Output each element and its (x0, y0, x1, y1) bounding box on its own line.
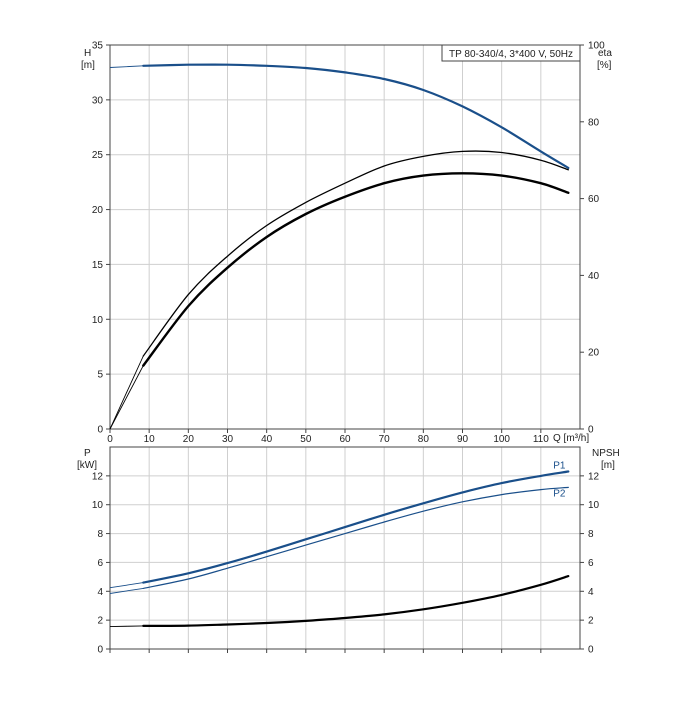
y-left-tick-label: 15 (92, 260, 104, 271)
series-p1-curve (142, 470, 570, 584)
series-eta_1-curve (142, 150, 569, 357)
top-gridlines (110, 45, 580, 429)
y-left-tick-label: 10 (92, 315, 104, 326)
y-left-tick-label: 35 (92, 41, 104, 52)
y-right-tick-label: 60 (588, 194, 600, 205)
y-left-tick-label: 30 (92, 95, 104, 106)
y-right-tick-label: 20 (588, 348, 600, 359)
x-axis-label: Q [m³/h] (553, 433, 589, 444)
y-right-tick-label: 40 (588, 271, 600, 282)
x-tick-label: 10 (144, 434, 156, 445)
x-tick-label: 0 (107, 434, 113, 445)
npsh-tick-label: 0 (588, 645, 594, 656)
top-axis-ticks: 0 10 20 30 40 50 60 70 80 90 100 110 0 5 10 15 20 25 30 35 0… (92, 41, 605, 446)
npsh-tick-label: 10 (588, 500, 600, 511)
y-right-unit: [%] (597, 60, 612, 71)
series-p2-extension (109, 587, 144, 594)
power-npsh-chart: 0 2 4 6 8 10 12 0 2 4 6 8 10 12 P1 P2 P [kW] NPSH [m] (77, 446, 620, 656)
npsh-axis-label: NPSH (592, 448, 620, 459)
p-axis-unit: [kW] (77, 460, 97, 471)
x-tick-label: 110 (533, 434, 549, 445)
npsh-axis-unit: [m] (601, 460, 615, 471)
top-series-group (109, 63, 570, 430)
x-tick-label: 100 (493, 434, 510, 445)
bottom-series-group: P1 P2 (109, 461, 570, 628)
series-label-p2: P2 (553, 488, 566, 499)
npsh-tick-label: 2 (588, 616, 594, 627)
p-tick-label: 6 (97, 558, 103, 569)
npsh-tick-label: 6 (588, 558, 594, 569)
series-h-curve (142, 63, 570, 169)
series-h-extension (109, 65, 144, 68)
x-tick-label: 70 (379, 434, 391, 445)
y-left-tick-label: 5 (97, 370, 103, 381)
bottom-gridlines (110, 447, 580, 649)
y-left-unit: [m] (81, 60, 95, 71)
series-npsh-extension (109, 625, 144, 628)
x-tick-label: 30 (222, 434, 234, 445)
chart-title: TP 80-340/4, 3*400 V, 50Hz (449, 49, 573, 60)
series-p1-extension (109, 582, 144, 589)
head-efficiency-chart: 0 10 20 30 40 50 60 70 80 90 100 110 0 5 10 15 20 25 30 35 0… (81, 41, 612, 446)
y-left-label: H (84, 48, 91, 59)
y-left-tick-label: 20 (92, 205, 104, 216)
series-eta_2-extension (109, 365, 144, 430)
y-right-label: eta (598, 48, 612, 59)
npsh-tick-label: 4 (588, 587, 594, 598)
p-tick-label: 10 (92, 500, 104, 511)
y-left-tick-label: 0 (97, 425, 103, 436)
y-left-tick-label: 25 (92, 150, 104, 161)
title-box (441, 44, 581, 62)
y-right-tick-label: 100 (588, 41, 605, 52)
y-right-tick-label: 0 (588, 425, 594, 436)
x-tick-label: 60 (339, 434, 351, 445)
npsh-tick-label: 12 (588, 471, 600, 482)
p-tick-label: 8 (97, 529, 103, 540)
x-tick-label: 50 (300, 434, 312, 445)
x-tick-label: 20 (183, 434, 195, 445)
series-eta_2-curve (142, 172, 570, 367)
x-tick-label: 90 (457, 434, 469, 445)
p-axis-label: P (84, 448, 91, 459)
p-tick-label: 0 (97, 645, 103, 656)
bottom-axis-ticks: 0 2 4 6 8 10 12 0 2 4 6 8 10 12 (92, 471, 600, 655)
series-label-p1: P1 (553, 461, 566, 472)
p-tick-label: 12 (92, 471, 104, 482)
x-tick-label: 40 (261, 434, 273, 445)
p-tick-label: 4 (97, 587, 103, 598)
x-tick-label: 80 (418, 434, 430, 445)
y-right-tick-label: 80 (588, 117, 600, 128)
npsh-tick-label: 8 (588, 529, 594, 540)
p-tick-label: 2 (97, 616, 103, 627)
series-npsh-curve (142, 575, 570, 627)
series-p2-curve (142, 486, 569, 589)
